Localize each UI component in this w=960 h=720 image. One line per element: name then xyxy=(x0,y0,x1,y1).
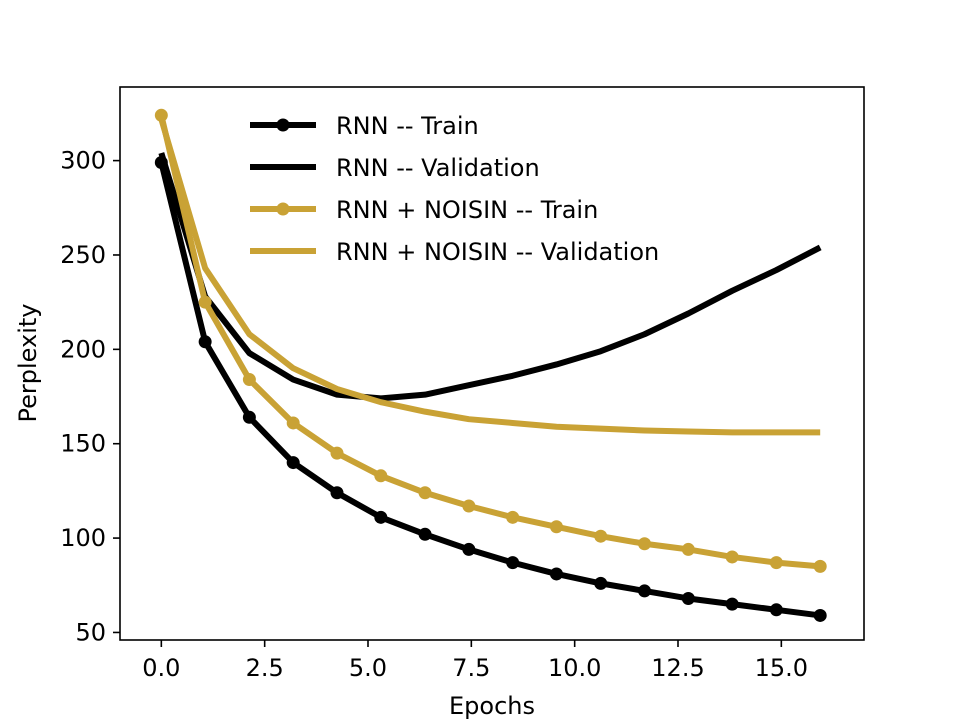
data-point-rnn-noisin-train xyxy=(374,469,388,483)
x-tick-label: 0.0 xyxy=(142,654,180,682)
data-point-rnn-train xyxy=(725,597,739,611)
y-axis-ticks: 50 100 150 200 250 300 xyxy=(60,147,120,646)
series-line-rnn-validation xyxy=(158,152,822,402)
y-tick-label: 300 xyxy=(60,147,106,175)
y-axis-label: Perplexity xyxy=(14,304,42,423)
legend-marker-rnn-noisin-train xyxy=(276,202,290,216)
x-tick-label: 5.0 xyxy=(349,654,387,682)
y-tick-label: 150 xyxy=(60,430,106,458)
x-axis-ticks: 0.0 2.5 5.0 7.5 10.0 12.5 15.0 xyxy=(142,640,808,682)
data-point-rnn-noisin-train xyxy=(506,510,520,524)
series-line-rnn-noisin-validation xyxy=(158,118,821,436)
data-point-rnn-train xyxy=(506,556,520,570)
x-tick-label: 10.0 xyxy=(548,654,601,682)
data-point-rnn-noisin-train xyxy=(242,373,256,387)
y-tick-label: 100 xyxy=(60,524,106,552)
data-point-rnn-noisin-train xyxy=(549,520,563,534)
data-point-rnn-train xyxy=(549,567,563,581)
x-tick-label: 7.5 xyxy=(452,654,490,682)
data-point-rnn-train xyxy=(418,527,432,541)
data-point-rnn-train xyxy=(769,603,783,617)
y-tick-label: 200 xyxy=(60,335,106,363)
legend-label-rnn-noisin-train: RNN + NOISIN -- Train xyxy=(336,196,598,224)
legend-label-rnn-noisin-validation: RNN + NOISIN -- Validation xyxy=(336,238,659,266)
legend: RNN -- Train RNN -- Validation RNN + NOISI… xyxy=(250,112,659,266)
x-axis-label: Epochs xyxy=(449,692,535,720)
data-point-rnn-noisin-train xyxy=(594,529,608,543)
legend-label-rnn-train: RNN -- Train xyxy=(336,112,479,140)
data-point-rnn-train xyxy=(594,576,608,590)
data-point-rnn-noisin-train xyxy=(681,542,695,556)
data-point-rnn-noisin-train xyxy=(462,499,476,513)
data-point-rnn-noisin-train xyxy=(154,108,168,122)
data-point-rnn-train xyxy=(813,608,827,622)
series-line-rnn-noisin-train xyxy=(158,114,821,570)
data-point-rnn-noisin-train xyxy=(198,295,212,309)
plot-frame xyxy=(119,86,865,641)
x-tick-label: 15.0 xyxy=(755,654,808,682)
data-point-rnn-train xyxy=(330,486,344,500)
series-layer xyxy=(154,108,827,622)
y-tick-label: 50 xyxy=(75,618,106,646)
data-point-rnn-noisin-train xyxy=(725,550,739,564)
data-point-rnn-noisin-train xyxy=(769,556,783,570)
series-line-rnn-train xyxy=(158,161,821,619)
legend-label-rnn-validation: RNN -- Validation xyxy=(336,154,540,182)
data-point-rnn-noisin-train xyxy=(286,416,300,430)
data-point-rnn-train xyxy=(154,155,168,169)
data-point-rnn-noisin-train xyxy=(330,446,344,460)
data-point-rnn-noisin-train xyxy=(813,559,827,573)
data-point-rnn-train xyxy=(198,335,212,349)
data-point-rnn-noisin-train xyxy=(638,537,652,551)
data-point-rnn-train xyxy=(286,456,300,470)
x-tick-label: 12.5 xyxy=(651,654,704,682)
x-tick-label: 2.5 xyxy=(246,654,284,682)
y-tick-label: 250 xyxy=(60,241,106,269)
data-point-rnn-noisin-train xyxy=(418,486,432,500)
legend-marker-rnn-train xyxy=(276,118,290,132)
data-point-rnn-train xyxy=(638,584,652,598)
data-point-rnn-train xyxy=(462,542,476,556)
data-point-rnn-train xyxy=(681,591,695,605)
data-point-rnn-train xyxy=(374,510,388,524)
data-point-rnn-train xyxy=(242,410,256,424)
